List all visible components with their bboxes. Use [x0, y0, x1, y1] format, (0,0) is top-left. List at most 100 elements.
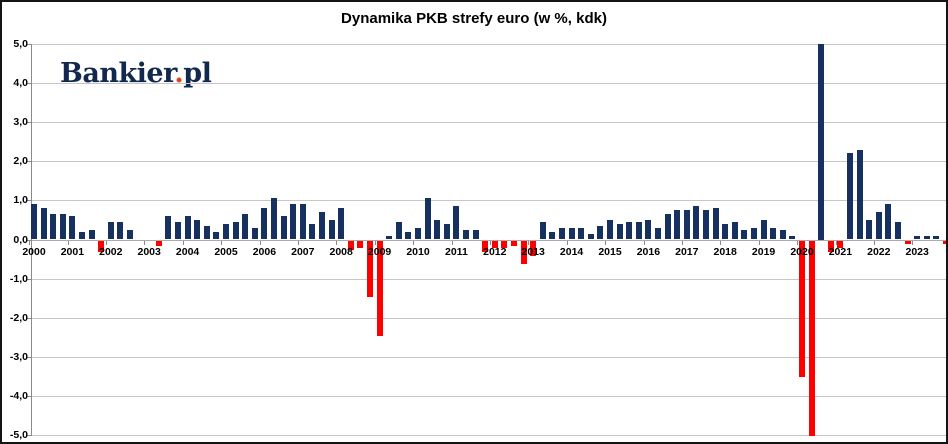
x-year-label-2007: 2007	[291, 245, 315, 258]
x-tick-mark	[490, 240, 491, 245]
bar-2001Q2	[79, 231, 85, 240]
bar-2012Q1	[491, 240, 498, 249]
bar-2015Q3	[626, 221, 633, 240]
bar-2002Q1	[107, 221, 114, 240]
bar-2023Q1	[914, 235, 921, 240]
x-year-label-2010: 2010	[406, 245, 430, 258]
bar-2018Q1	[722, 223, 729, 240]
x-tick-mark	[720, 240, 722, 245]
x-year-label-2005: 2005	[214, 245, 238, 258]
logo-text-main: Bankier	[60, 58, 175, 89]
x-year-label-2019: 2019	[751, 245, 776, 258]
bar-2015Q4	[635, 221, 642, 240]
x-year-label-2001: 2001	[60, 245, 85, 258]
x-tick-mark	[221, 240, 223, 245]
x-year-label-2003: 2003	[137, 245, 161, 258]
bar-2000Q4	[59, 214, 66, 240]
x-tick-mark	[182, 240, 184, 245]
y-tick-label-1,0: 1,0	[13, 194, 28, 207]
bar-2020Q3	[818, 44, 825, 240]
y-tick-mark-1,0	[27, 200, 31, 202]
bar-2020Q4	[827, 240, 834, 253]
bar-2020Q1	[799, 240, 805, 378]
bar-2023Q3	[933, 235, 940, 240]
y-tick-label-5,0: 5,0	[13, 38, 28, 50]
bar-2004Q4	[213, 231, 220, 240]
gridline-1,0	[31, 200, 946, 202]
bar-2011Q4	[482, 240, 489, 253]
y-tick-label-2,0: 2,0	[13, 155, 28, 168]
bar-2009Q3	[395, 221, 402, 240]
bar-2007Q2	[309, 223, 316, 240]
x-year-label-2023: 2023	[905, 245, 929, 258]
bar-2017Q2	[693, 206, 700, 240]
bar-2011Q2	[463, 229, 469, 240]
bar-2003Q4	[175, 221, 181, 240]
x-tick-mark	[413, 240, 415, 245]
bar-2010Q3	[434, 219, 441, 240]
bar-2004Q2	[194, 219, 201, 240]
bar-2012Q3	[511, 240, 517, 247]
y-tick-label-3,0: 3,0	[13, 116, 28, 129]
x-tick-mark	[298, 240, 299, 245]
x-year-label-2016: 2016	[636, 245, 661, 258]
x-year-label-2021: 2021	[828, 245, 853, 258]
y-tick-mark--1,0	[27, 278, 31, 280]
bar-2018Q2	[731, 221, 738, 240]
x-year-label-2017: 2017	[675, 245, 699, 258]
bar-2010Q1	[415, 227, 421, 240]
x-tick-mark	[566, 240, 568, 245]
bar-2002Q3	[127, 229, 133, 240]
x-tick-mark	[797, 240, 799, 245]
gridline--1,0	[31, 278, 946, 280]
gridline--3,0	[31, 356, 946, 358]
bankier-logo: Bankier.pl	[60, 58, 212, 89]
x-year-label-2000: 2000	[22, 245, 46, 258]
bar-2013Q2	[539, 221, 546, 240]
bar-2017Q3	[703, 210, 709, 240]
x-tick-mark	[835, 240, 837, 245]
bar-2021Q1	[837, 240, 844, 249]
bar-2014Q1	[568, 227, 575, 240]
bar-2010Q2	[424, 198, 431, 240]
bar-2004Q1	[184, 216, 191, 240]
bar-2022Q3	[895, 221, 901, 240]
y-tick-label--5,0: -5,0	[9, 429, 28, 441]
bar-2003Q2	[155, 240, 162, 247]
x-tick-mark	[374, 240, 376, 245]
x-year-label-2008: 2008	[329, 245, 353, 258]
bar-2019Q2	[770, 227, 777, 240]
logo-dot: .	[174, 58, 184, 89]
bar-2007Q3	[319, 212, 325, 240]
bar-2019Q3	[779, 229, 786, 240]
bar-2005Q1	[223, 223, 229, 240]
bar-2007Q1	[299, 204, 306, 240]
x-year-label-2011: 2011	[445, 245, 468, 258]
bar-2002Q2	[117, 221, 124, 240]
bar-2001Q3	[88, 229, 95, 240]
bar-2011Q1	[453, 206, 460, 240]
bar-2023Q2	[923, 235, 930, 240]
bar-2008Q3	[357, 240, 364, 249]
x-tick-mark	[605, 240, 607, 245]
gridline--4,0	[31, 395, 946, 397]
y-tick-mark-4,0	[27, 83, 31, 85]
bar-2021Q4	[866, 219, 873, 240]
bar-2000Q2	[40, 208, 47, 240]
bar-2009Q4	[405, 231, 412, 240]
bar-2021Q2	[847, 153, 853, 240]
bar-2012Q4	[520, 240, 527, 264]
y-tick-label--4,0: -4,0	[9, 389, 28, 402]
chart-title: Dynamika PKB strefy euro (w %, kdk)	[341, 10, 607, 27]
x-tick-mark	[528, 240, 530, 245]
bar-2010Q4	[443, 223, 450, 240]
bar-2013Q1	[530, 240, 537, 257]
y-tick-label--3,0: -3,0	[9, 350, 28, 363]
x-tick-mark	[643, 240, 645, 245]
x-tick-mark	[259, 240, 261, 245]
gridline-2,0	[31, 161, 946, 163]
y-tick-mark-5,0	[27, 44, 31, 45]
x-year-label-2002: 2002	[99, 245, 123, 258]
bar-2018Q4	[751, 227, 757, 240]
bar-2005Q3	[242, 214, 249, 240]
